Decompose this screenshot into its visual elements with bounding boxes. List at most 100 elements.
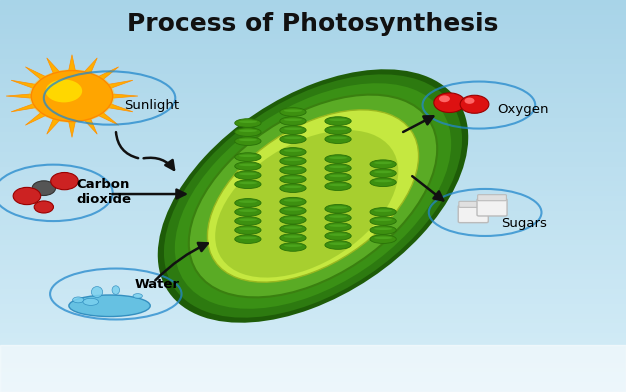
Ellipse shape <box>284 235 302 238</box>
Bar <box>0 20 626 25</box>
Text: Sunlight: Sunlight <box>124 99 179 113</box>
Ellipse shape <box>280 200 306 205</box>
Ellipse shape <box>370 181 396 185</box>
Ellipse shape <box>133 294 142 298</box>
Bar <box>0 122 626 127</box>
Bar <box>0 225 626 230</box>
Ellipse shape <box>280 148 306 156</box>
Ellipse shape <box>370 235 396 243</box>
Ellipse shape <box>284 226 302 229</box>
Bar <box>0 265 626 270</box>
Ellipse shape <box>280 198 306 206</box>
Text: Carbon
dioxide: Carbon dioxide <box>76 178 131 206</box>
Bar <box>0 162 626 167</box>
Bar <box>0 250 626 255</box>
Ellipse shape <box>325 167 351 171</box>
Ellipse shape <box>207 110 419 282</box>
Ellipse shape <box>235 199 261 207</box>
Bar <box>0 387 626 392</box>
Bar <box>0 235 626 240</box>
Ellipse shape <box>284 244 302 247</box>
Ellipse shape <box>280 237 306 241</box>
Bar <box>0 29 626 34</box>
Bar <box>0 323 626 328</box>
Circle shape <box>31 71 113 122</box>
Polygon shape <box>47 119 59 134</box>
Ellipse shape <box>280 225 306 233</box>
Ellipse shape <box>329 242 347 245</box>
Ellipse shape <box>325 176 351 180</box>
Bar <box>0 338 626 343</box>
FancyBboxPatch shape <box>477 199 507 216</box>
Ellipse shape <box>280 111 306 115</box>
Bar <box>0 74 626 78</box>
Ellipse shape <box>325 138 351 142</box>
Ellipse shape <box>329 156 347 159</box>
Ellipse shape <box>235 217 261 225</box>
Ellipse shape <box>235 128 261 136</box>
Ellipse shape <box>329 136 347 139</box>
Circle shape <box>464 98 475 104</box>
Ellipse shape <box>175 83 451 309</box>
Bar <box>0 260 626 265</box>
Bar <box>0 309 626 314</box>
Ellipse shape <box>235 183 261 187</box>
Ellipse shape <box>235 226 261 234</box>
Circle shape <box>46 80 82 102</box>
Ellipse shape <box>284 208 302 211</box>
Bar <box>0 83 626 88</box>
Bar <box>0 368 626 372</box>
Ellipse shape <box>329 174 347 177</box>
Ellipse shape <box>370 160 396 169</box>
Polygon shape <box>109 80 133 88</box>
Ellipse shape <box>83 298 99 305</box>
Ellipse shape <box>374 162 393 164</box>
Bar <box>0 15 626 20</box>
Ellipse shape <box>235 211 261 215</box>
Ellipse shape <box>73 297 84 303</box>
Bar <box>0 279 626 284</box>
Ellipse shape <box>325 117 351 125</box>
Ellipse shape <box>284 109 302 112</box>
Ellipse shape <box>370 208 396 216</box>
Ellipse shape <box>280 166 306 174</box>
Bar <box>0 353 626 358</box>
Ellipse shape <box>329 165 347 168</box>
Ellipse shape <box>280 169 306 173</box>
Bar <box>0 137 626 142</box>
Ellipse shape <box>325 235 351 239</box>
Ellipse shape <box>284 149 302 152</box>
Ellipse shape <box>235 162 261 171</box>
Ellipse shape <box>370 163 396 167</box>
Ellipse shape <box>325 164 351 172</box>
Bar <box>0 88 626 93</box>
Bar <box>0 230 626 235</box>
Ellipse shape <box>370 238 396 242</box>
Ellipse shape <box>239 163 257 166</box>
Ellipse shape <box>239 218 257 221</box>
Ellipse shape <box>370 220 396 224</box>
Ellipse shape <box>280 218 306 223</box>
Bar <box>0 49 626 54</box>
Ellipse shape <box>239 129 257 132</box>
Ellipse shape <box>325 214 351 222</box>
Polygon shape <box>69 55 75 70</box>
Ellipse shape <box>239 181 257 184</box>
Ellipse shape <box>239 172 257 175</box>
Ellipse shape <box>91 287 103 298</box>
Bar <box>0 132 626 137</box>
Ellipse shape <box>325 129 351 133</box>
Ellipse shape <box>280 178 306 182</box>
Ellipse shape <box>280 160 306 164</box>
Ellipse shape <box>325 225 351 230</box>
Bar <box>0 176 626 181</box>
Bar <box>0 289 626 294</box>
Ellipse shape <box>235 131 261 135</box>
Ellipse shape <box>284 185 302 188</box>
Polygon shape <box>85 119 97 134</box>
Ellipse shape <box>329 183 347 186</box>
Circle shape <box>34 201 53 213</box>
Bar <box>0 201 626 206</box>
Ellipse shape <box>370 217 396 225</box>
Ellipse shape <box>329 206 347 209</box>
